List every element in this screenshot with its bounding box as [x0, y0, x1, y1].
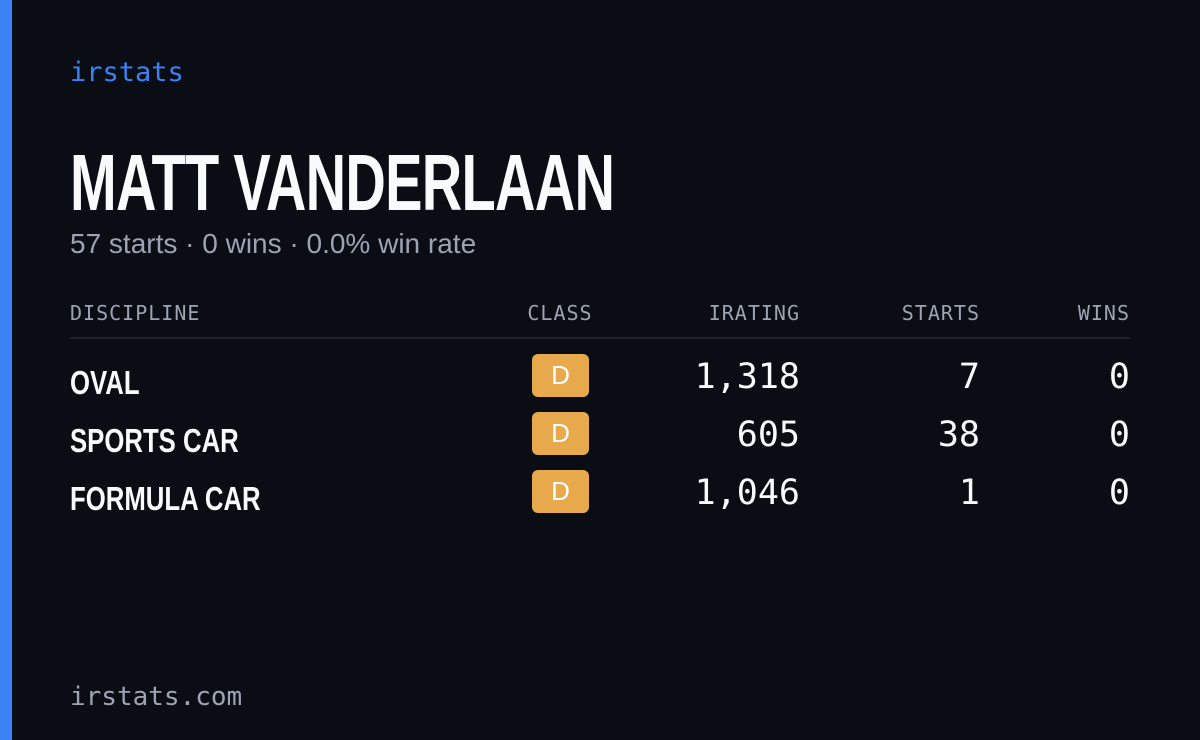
stat-value: 0	[1108, 415, 1130, 455]
stat-value: 0	[1108, 357, 1130, 397]
discipline: FORMULA CAR	[70, 480, 261, 517]
summary: 57 starts · 0 wins · 0.0% win rate	[70, 228, 477, 259]
stat-value: 38	[937, 415, 980, 455]
footer-url[interactable]: irstats.com	[70, 682, 243, 712]
brand[interactable]: irstats	[70, 57, 184, 88]
class-badge: D	[532, 470, 589, 513]
header-rule	[70, 337, 1130, 339]
discipline: SPORTS CAR	[70, 422, 239, 459]
stat-value: 1,318	[694, 357, 800, 397]
stat-value: 605	[736, 415, 800, 455]
accent-bar	[0, 0, 12, 740]
column-header: DISCIPLINE	[70, 301, 201, 325]
stat-value: 0	[1108, 473, 1130, 513]
class-badge: D	[532, 412, 589, 455]
discipline: OVAL	[70, 364, 140, 401]
column-header: IRATING	[708, 301, 800, 325]
class-badge: D	[532, 354, 589, 397]
stat-value: 1,046	[694, 473, 800, 513]
stat-value: 1	[958, 473, 980, 513]
column-header: STARTS	[901, 301, 980, 325]
column-header: CLASS	[527, 301, 593, 325]
column-header: WINS	[1077, 301, 1130, 325]
stat-value: 7	[958, 357, 980, 397]
driver-name: MATT VANDERLAAN	[70, 138, 615, 227]
